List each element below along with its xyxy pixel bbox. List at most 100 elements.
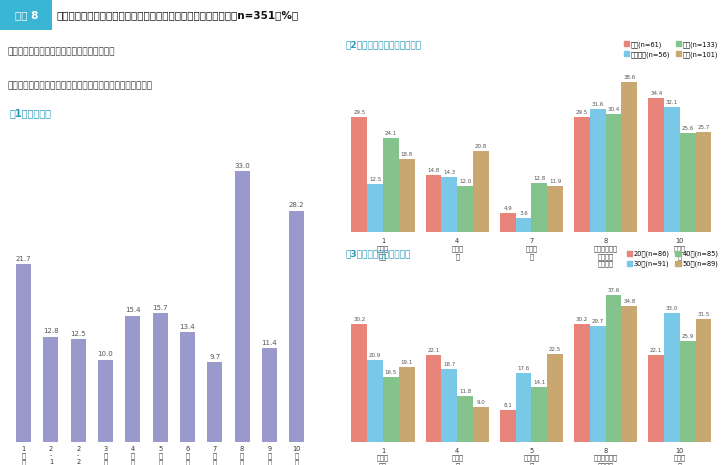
- Bar: [574, 117, 590, 232]
- Text: 12.8: 12.8: [533, 176, 545, 180]
- Bar: [44, 337, 58, 442]
- Text: 3.6: 3.6: [519, 212, 528, 217]
- Text: 29.5: 29.5: [576, 110, 588, 115]
- Text: 17.6: 17.6: [518, 366, 530, 371]
- Text: 24.1: 24.1: [384, 132, 397, 136]
- Text: 9
職
歴
経
歴
が
多
様: 9 職 歴 経 歴 が 多 様: [267, 446, 272, 465]
- Text: 1
年齢層
の幅: 1 年齢層 の幅: [377, 448, 389, 465]
- Bar: [649, 98, 664, 232]
- Text: 12.5: 12.5: [369, 177, 381, 182]
- Text: 16.5: 16.5: [384, 370, 397, 375]
- Text: 5
勤
務
形
態
が
多
様: 5 勤 務 形 態 が 多 様: [158, 446, 162, 465]
- Text: 10
価値観
が: 10 価値観 が: [674, 239, 686, 259]
- Text: 図表 8: 図表 8: [15, 10, 38, 20]
- Text: 30.4: 30.4: [607, 107, 620, 112]
- Legend: 20代(n=86), 30代(n=91), 40代(n=85), 50代(n=89): 20代(n=86), 30代(n=91), 40代(n=85), 50代(n=8…: [624, 248, 721, 270]
- Bar: [622, 306, 637, 442]
- Bar: [98, 360, 113, 442]
- Text: 31.6: 31.6: [592, 102, 604, 107]
- Bar: [441, 369, 457, 442]
- Text: 30.2: 30.2: [576, 317, 588, 322]
- Text: 4
勤
務
地
が
多
様: 4 勤 務 地 が 多 様: [131, 446, 135, 465]
- Text: 22.1: 22.1: [427, 348, 440, 353]
- Text: 3
外
国
籍
の
人
が
多
い: 3 外 国 籍 の 人 が 多 い: [103, 446, 108, 465]
- Bar: [500, 213, 515, 232]
- Text: 15.7: 15.7: [152, 305, 168, 311]
- Text: 8
知
識
・
ス
キ
ル
レ
ベ
ル
に
バ
ラ
つ
き: 8 知 識 ・ ス キ ル レ ベ ル に バ ラ つ き: [240, 446, 244, 465]
- Text: 8
知識・スキル
レベルに
バラつき: 8 知識・スキル レベルに バラつき: [593, 448, 617, 465]
- Bar: [180, 332, 195, 442]
- Bar: [696, 319, 711, 442]
- Text: 25.7: 25.7: [697, 125, 710, 130]
- Text: 4.9: 4.9: [503, 206, 513, 212]
- Text: 20.9: 20.9: [369, 353, 381, 358]
- Bar: [649, 355, 664, 442]
- Text: 1
年齢層
の幅: 1 年齢層 の幅: [377, 239, 389, 259]
- Text: 5
勤務形態
が: 5 勤務形態 が: [523, 448, 539, 465]
- Bar: [574, 324, 590, 442]
- Text: 13.4: 13.4: [180, 324, 195, 330]
- Bar: [547, 186, 563, 232]
- Bar: [153, 313, 167, 442]
- Text: 30.2: 30.2: [353, 317, 365, 322]
- Bar: [289, 211, 304, 442]
- Text: 32.1: 32.1: [666, 100, 678, 105]
- Text: 11.9: 11.9: [549, 179, 561, 184]
- Text: 2
-
2
性
別
に
極
端
な
偏
り
（
自
分
と
同
性
が
多
い
）: 2 - 2 性 別 に 極 端 な 偏 り （ 自 分 と 同 性 が 多 い …: [76, 446, 80, 465]
- Bar: [680, 133, 696, 232]
- Bar: [515, 219, 531, 232]
- Text: 18.7: 18.7: [443, 362, 456, 367]
- Bar: [664, 107, 680, 232]
- Text: 28.2: 28.2: [289, 202, 304, 208]
- Bar: [367, 184, 383, 232]
- Text: 34.4: 34.4: [650, 91, 662, 96]
- Bar: [547, 354, 563, 442]
- Text: 22.5: 22.5: [549, 347, 561, 352]
- Text: 4
勤務地
が: 4 勤務地 が: [451, 239, 463, 259]
- Bar: [473, 151, 488, 232]
- Text: 現在の仕事において、以下のような状態は、: 現在の仕事において、以下のような状態は、: [7, 48, 115, 57]
- Bar: [367, 360, 383, 442]
- Text: 9.7: 9.7: [209, 354, 221, 360]
- FancyBboxPatch shape: [0, 0, 52, 30]
- Text: 25.9: 25.9: [681, 333, 694, 339]
- Bar: [71, 339, 86, 442]
- Bar: [473, 406, 488, 442]
- Bar: [383, 139, 399, 232]
- Bar: [500, 410, 515, 442]
- Text: 8.1: 8.1: [503, 403, 513, 408]
- Text: チームをうまく進めていく上で、障害になると思いますか。: チームをうまく進めていく上で、障害になると思いますか。: [7, 81, 152, 90]
- Text: 12.0: 12.0: [459, 179, 471, 184]
- Text: 14.3: 14.3: [443, 170, 456, 175]
- Bar: [234, 172, 250, 442]
- Bar: [680, 340, 696, 442]
- Text: 38.6: 38.6: [623, 75, 636, 80]
- Text: 21.7: 21.7: [16, 255, 31, 261]
- Bar: [664, 313, 680, 442]
- Bar: [426, 355, 441, 442]
- Bar: [352, 117, 367, 232]
- Text: 10
価値観
が: 10 価値観 が: [674, 448, 686, 465]
- Text: 19.1: 19.1: [400, 360, 413, 365]
- Text: 18.8: 18.8: [400, 152, 413, 157]
- Text: 2
-
1
性
別
に
極
端
な
偏
り
（
自
分
と
同
性
が
少
な
い
）: 2 - 1 性 別 に 極 端 な 偏 り （ 自 分 と 同 性 が 少 な …: [49, 446, 53, 465]
- Text: （1）全体傾向: （1）全体傾向: [10, 108, 52, 118]
- Bar: [125, 316, 141, 442]
- Text: 22.1: 22.1: [650, 348, 662, 353]
- Text: 6
雇
用
形
態
が
多
様: 6 雇 用 形 態 が 多 様: [186, 446, 189, 465]
- Text: 15.4: 15.4: [125, 307, 141, 313]
- Text: 7
専門性
が: 7 専門性 が: [526, 239, 537, 259]
- Bar: [515, 373, 531, 442]
- Text: 25.6: 25.6: [681, 126, 694, 131]
- Bar: [457, 186, 473, 232]
- Text: 7
専
門
性
が
多
様: 7 専 門 性 が 多 様: [213, 446, 217, 465]
- Bar: [590, 109, 606, 232]
- Text: 31.5: 31.5: [697, 312, 710, 317]
- Text: （2）職務系統別傾向（抜粋）: （2）職務系統別傾向（抜粋）: [346, 40, 422, 49]
- Text: 29.5: 29.5: [353, 110, 365, 115]
- Text: 37.6: 37.6: [607, 288, 620, 293]
- Text: 10
価
値
観
が
多
様: 10 価 値 観 が 多 様: [293, 446, 301, 465]
- Text: （3）年代別傾向（抜粋）: （3）年代別傾向（抜粋）: [346, 249, 411, 258]
- Text: 20.8: 20.8: [475, 144, 487, 149]
- Bar: [531, 182, 547, 232]
